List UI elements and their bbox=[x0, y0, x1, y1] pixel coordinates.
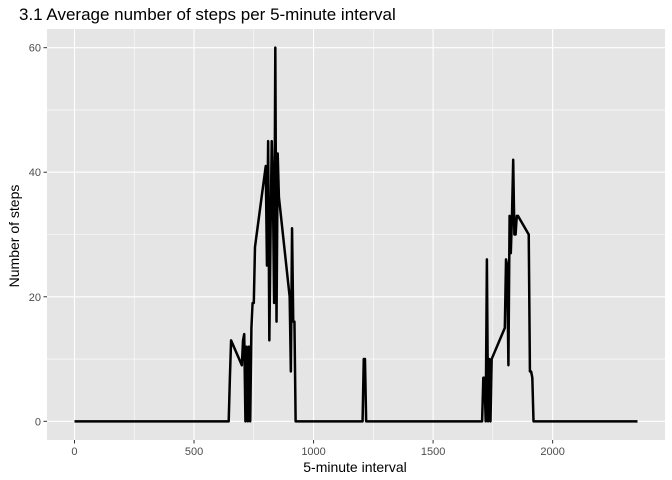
y-axis-title: Number of steps bbox=[6, 185, 22, 288]
x-tick-label: 0 bbox=[71, 446, 77, 458]
major-gridlines bbox=[47, 29, 665, 440]
minor-gridlines bbox=[47, 29, 665, 440]
series-line bbox=[74, 46, 638, 423]
x-tick-label: 500 bbox=[185, 446, 203, 458]
x-axis-title: 5-minute interval bbox=[303, 459, 407, 475]
y-axis: 0 20 40 60 bbox=[29, 43, 47, 428]
chart-title: 3.1 Average number of steps per 5-minute… bbox=[19, 5, 396, 24]
y-tick-label: 40 bbox=[29, 167, 41, 179]
y-tick-label: 20 bbox=[29, 292, 41, 304]
x-axis: 0 500 1000 1500 2000 bbox=[71, 440, 565, 458]
x-tick-label: 1000 bbox=[301, 446, 325, 458]
y-tick-label: 60 bbox=[29, 43, 41, 55]
x-tick-label: 1500 bbox=[421, 446, 445, 458]
x-tick-label: 2000 bbox=[540, 446, 564, 458]
series-group bbox=[74, 46, 638, 423]
y-tick-label: 0 bbox=[35, 416, 41, 428]
